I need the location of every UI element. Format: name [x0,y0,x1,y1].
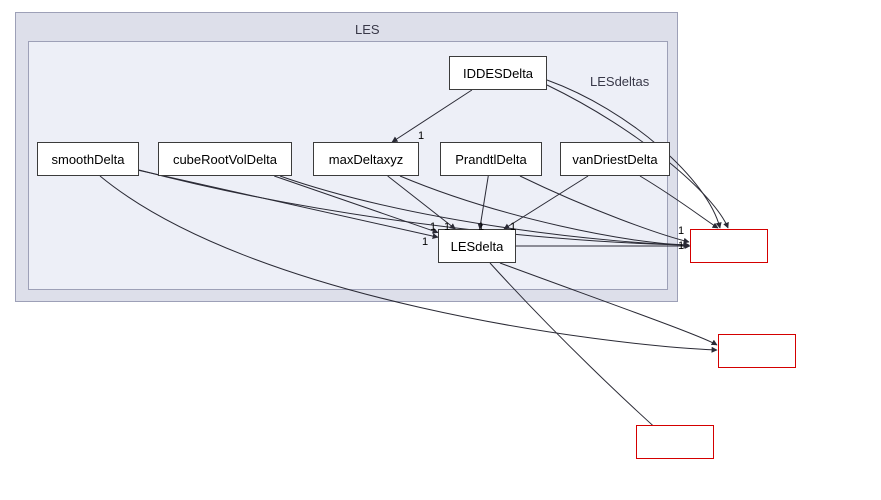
node-prandtldelta[interactable]: PrandtlDelta [440,142,542,176]
edge-label: 1 [678,225,684,237]
node-lesdelta[interactable]: LESdelta [438,229,516,263]
node-label: vanDriestDelta [572,152,657,167]
node-iddesdelta[interactable]: IDDESDelta [449,56,547,90]
node-cuberootvoldelta[interactable]: cubeRootVolDelta [158,142,292,176]
node-label: smoothDelta [52,152,125,167]
node-label: PrandtlDelta [455,152,527,167]
node-external-2[interactable] [718,334,796,368]
node-label: LESdelta [451,239,504,254]
node-label: maxDeltaxyz [329,152,403,167]
node-external-1[interactable] [690,229,768,263]
edge-label: 1 [678,240,684,252]
node-smoothdelta[interactable]: smoothDelta [37,142,139,176]
node-label: cubeRootVolDelta [173,152,277,167]
node-external-3[interactable] [636,425,714,459]
node-vandriestdelta[interactable]: vanDriestDelta [560,142,670,176]
node-maxdeltaxyz[interactable]: maxDeltaxyz [313,142,419,176]
node-label: IDDESDelta [463,66,533,81]
diagram-canvas: LES LESdeltas IDDESDelta smoothDelta cub… [0,0,881,500]
